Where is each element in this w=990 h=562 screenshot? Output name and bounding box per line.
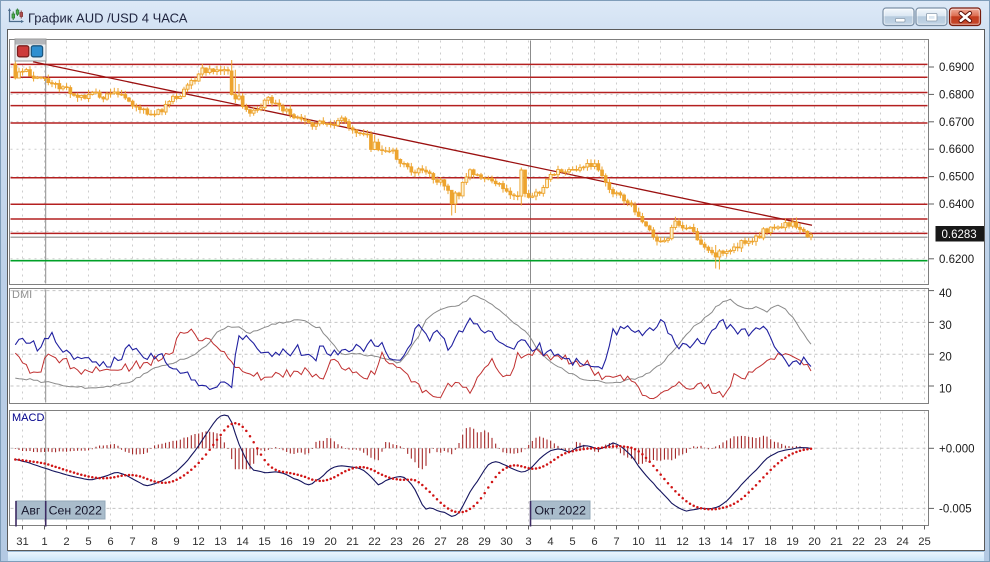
svg-text:17: 17 [742,536,755,548]
svg-text:27: 27 [434,536,447,548]
svg-text:19: 19 [786,536,799,548]
svg-text:0.6800: 0.6800 [939,89,974,101]
svg-text:16: 16 [280,536,293,548]
svg-text:26: 26 [412,536,425,548]
svg-text:22: 22 [852,536,865,548]
svg-text:14: 14 [720,536,733,548]
svg-text:6: 6 [107,536,113,548]
svg-text:7: 7 [129,536,135,548]
svg-text:30: 30 [939,320,952,332]
svg-text:8: 8 [151,536,157,548]
svg-text:30: 30 [500,536,513,548]
svg-text:0.6900: 0.6900 [939,62,974,74]
svg-text:Окт 2022: Окт 2022 [534,504,586,518]
svg-text:1: 1 [41,536,47,548]
svg-text:12: 12 [192,536,205,548]
svg-text:Сен 2022: Сен 2022 [49,504,102,518]
svg-text:13: 13 [214,536,227,548]
svg-text:5: 5 [85,536,91,548]
svg-text:24: 24 [896,536,909,548]
svg-text:23: 23 [874,536,887,548]
svg-text:0.6200: 0.6200 [939,254,974,266]
svg-text:10: 10 [939,384,952,396]
svg-text:2: 2 [63,536,69,548]
svg-text:22: 22 [368,536,381,548]
svg-text:13: 13 [698,536,711,548]
svg-text:20: 20 [324,536,337,548]
svg-text:-0.005: -0.005 [939,503,972,515]
svg-text:0.6500: 0.6500 [939,172,974,184]
svg-text:21: 21 [346,536,359,548]
svg-text:+0.000: +0.000 [939,443,975,455]
svg-text:9: 9 [173,536,179,548]
svg-text:31: 31 [16,536,29,548]
svg-text:21: 21 [830,536,843,548]
svg-text:0.6283: 0.6283 [942,229,977,241]
svg-text:15: 15 [258,536,271,548]
svg-text:7: 7 [613,536,619,548]
svg-text:0.6600: 0.6600 [939,144,974,156]
svg-text:3: 3 [525,536,531,548]
svg-text:4: 4 [547,536,553,548]
svg-text:20: 20 [808,536,821,548]
svg-text:Авг: Авг [21,504,41,518]
svg-text:График AUD /USD 4 ЧАСА: График AUD /USD 4 ЧАСА [28,11,188,26]
svg-text:23: 23 [390,536,403,548]
svg-text:10: 10 [632,536,645,548]
svg-text:14: 14 [236,536,249,548]
svg-text:MACD: MACD [12,412,44,424]
svg-text:20: 20 [939,352,952,364]
svg-text:11: 11 [655,536,667,548]
svg-text:5: 5 [569,536,575,548]
svg-text:18: 18 [764,536,777,548]
svg-text:19: 19 [302,536,315,548]
svg-text:12: 12 [676,536,689,548]
svg-text:28: 28 [456,536,469,548]
svg-text:40: 40 [939,288,952,300]
svg-text:DMI: DMI [12,289,32,301]
svg-text:6: 6 [591,536,597,548]
svg-text:25: 25 [918,536,931,548]
svg-text:0.6700: 0.6700 [939,117,974,129]
svg-text:0.6400: 0.6400 [939,199,974,211]
svg-text:29: 29 [478,536,491,548]
